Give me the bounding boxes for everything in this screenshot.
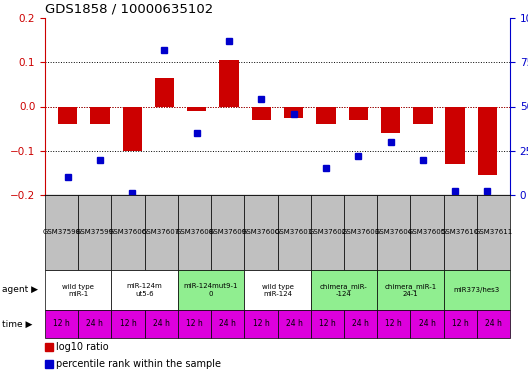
Text: 24 h: 24 h	[286, 320, 303, 328]
Text: time ▶: time ▶	[2, 320, 32, 328]
Text: miR-124mut9-1
0: miR-124mut9-1 0	[184, 284, 238, 297]
Text: miR373/hes3: miR373/hes3	[454, 287, 500, 293]
Text: GSM37606: GSM37606	[109, 230, 147, 236]
Bar	[413, 106, 432, 124]
Text: GSM37610: GSM37610	[441, 230, 479, 236]
Bar	[90, 106, 110, 124]
Text: miR-124m
ut5-6: miR-124m ut5-6	[127, 284, 163, 297]
Text: 24 h: 24 h	[352, 320, 369, 328]
Text: 12 h: 12 h	[385, 320, 402, 328]
Bar	[478, 106, 497, 175]
Text: 12 h: 12 h	[120, 320, 136, 328]
Text: GSM37601: GSM37601	[275, 230, 313, 236]
Bar	[348, 106, 368, 120]
Bar	[446, 106, 465, 164]
Bar	[58, 106, 77, 124]
Text: GSM37604: GSM37604	[375, 230, 413, 236]
Text: GSM37608: GSM37608	[175, 230, 214, 236]
Text: 12 h: 12 h	[452, 320, 468, 328]
Text: percentile rank within the sample: percentile rank within the sample	[56, 359, 221, 369]
Text: GSM37603: GSM37603	[342, 230, 380, 236]
Text: 24 h: 24 h	[153, 320, 169, 328]
Text: 12 h: 12 h	[186, 320, 203, 328]
Text: GSM37598: GSM37598	[43, 230, 81, 236]
Text: log10 ratio: log10 ratio	[56, 342, 109, 352]
Bar	[187, 106, 206, 111]
Text: chimera_miR-
-124: chimera_miR- -124	[320, 283, 368, 297]
Bar	[316, 106, 336, 124]
Text: 24 h: 24 h	[219, 320, 236, 328]
Text: wild type
miR-124: wild type miR-124	[261, 284, 294, 297]
Text: chimera_miR-1
24-1: chimera_miR-1 24-1	[384, 283, 437, 297]
Text: GSM37607: GSM37607	[142, 230, 181, 236]
Bar	[284, 106, 303, 118]
Bar	[219, 60, 239, 106]
Bar	[381, 106, 400, 133]
Bar	[252, 106, 271, 120]
Text: wild type
miR-1: wild type miR-1	[62, 284, 94, 297]
Text: agent ▶: agent ▶	[2, 285, 38, 294]
Text: 12 h: 12 h	[319, 320, 336, 328]
Text: GDS1858 / 10000635102: GDS1858 / 10000635102	[45, 2, 213, 15]
Bar	[122, 106, 142, 151]
Text: GSM37599: GSM37599	[76, 230, 114, 236]
Text: GSM37605: GSM37605	[408, 230, 446, 236]
Text: 24 h: 24 h	[87, 320, 103, 328]
Text: GSM37611: GSM37611	[474, 230, 513, 236]
Text: 12 h: 12 h	[53, 320, 70, 328]
Text: GSM37602: GSM37602	[308, 230, 346, 236]
Text: 24 h: 24 h	[485, 320, 502, 328]
Bar	[155, 78, 174, 106]
Text: GSM37600: GSM37600	[242, 230, 280, 236]
Text: 24 h: 24 h	[419, 320, 436, 328]
Text: 12 h: 12 h	[252, 320, 269, 328]
Text: GSM37609: GSM37609	[209, 230, 247, 236]
